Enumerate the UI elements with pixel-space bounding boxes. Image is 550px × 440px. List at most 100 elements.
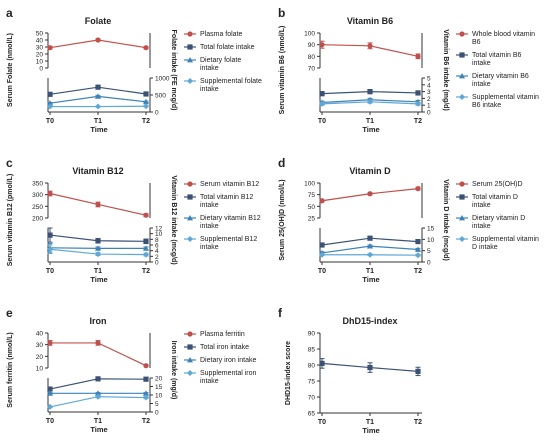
- x-tick-label: T2: [414, 419, 422, 426]
- y-tick-label: 75: [308, 192, 316, 199]
- data-point: [47, 45, 53, 51]
- data-point: [47, 390, 53, 396]
- y-tick-label: 250: [32, 204, 43, 211]
- y-tick-label: 300: [32, 192, 43, 199]
- y-tick-label-right: 1: [427, 103, 431, 110]
- panel-letter: b: [278, 6, 285, 20]
- x-tick-label: T1: [366, 419, 374, 426]
- data-point: [95, 393, 101, 400]
- data-point: [367, 98, 373, 105]
- y-axis-label-right: Vitamin B6 intake (mg/d): [442, 29, 449, 111]
- data-point: [415, 246, 421, 252]
- legend-marker: [187, 331, 193, 337]
- y-tick-label-right: 500: [155, 93, 166, 100]
- data-point: [95, 84, 101, 90]
- y-tick-label: 30: [36, 342, 44, 349]
- data-point: [367, 243, 373, 249]
- data-point: [47, 246, 53, 253]
- legend-label: Dietary vitamin B12 intake: [200, 215, 261, 230]
- x-tick-label: T1: [94, 118, 102, 125]
- x-tick-label: T1: [94, 418, 102, 425]
- x-axis-label: Time: [362, 426, 379, 435]
- data-point: [415, 368, 421, 374]
- legend-label: Supplemental vitamin B6 intake: [472, 94, 539, 109]
- x-tick-label: T2: [414, 118, 422, 125]
- y-axis-label-left: Serum vitamin B12 (pmol/L): [7, 174, 14, 267]
- x-axis-label: Time: [90, 425, 107, 434]
- data-point: [47, 386, 53, 392]
- x-tick-label: T2: [142, 268, 150, 275]
- y-tick-label-right: 3: [427, 89, 431, 96]
- y-tick-label-right: 15: [155, 384, 163, 391]
- panel-letter: c: [6, 156, 13, 170]
- y-tick-label-right: 0: [427, 110, 431, 117]
- data-point: [95, 340, 101, 346]
- y-axis-label-left: Serum ferritin (nmol/L): [7, 332, 14, 407]
- y-tick-label-right: 15: [427, 226, 435, 233]
- legend-marker: [187, 357, 193, 363]
- y-tick-label-right: 20: [155, 376, 163, 383]
- x-tick-label: T0: [46, 268, 54, 275]
- y-axis-label-left: Serum Folate (nmol/L): [7, 33, 14, 107]
- data-point: [415, 186, 421, 192]
- legend-label: Supplemental iron intake: [200, 370, 257, 385]
- y-tick-label-right: 1000: [155, 76, 170, 83]
- x-tick-label: T0: [318, 118, 326, 125]
- y-tick-label: 100: [304, 181, 315, 188]
- data-point: [319, 42, 325, 48]
- panel-letter: e: [6, 306, 13, 320]
- data-point: [143, 394, 149, 401]
- legend-label: Whole blood vitamin B6: [472, 31, 535, 46]
- legend-marker: [187, 370, 193, 376]
- y-tick-label-right: 5: [427, 248, 431, 255]
- legend-label: Dietary iron intake: [200, 357, 257, 364]
- data-point: [319, 251, 325, 258]
- y-tick-label: 100: [304, 31, 315, 38]
- data-point: [143, 245, 149, 251]
- data-point: [95, 390, 101, 396]
- y-tick-label-right: 5: [427, 76, 431, 83]
- data-point: [95, 103, 101, 110]
- y-tick-label-right: 4: [427, 82, 431, 89]
- y-axis-label-left: Serum vitamin B6 (nmol/L): [279, 26, 286, 115]
- legend-marker: [459, 236, 465, 242]
- legend-marker: [459, 31, 465, 37]
- y-tick-label: 10: [36, 366, 44, 373]
- y-tick-label-right: 12: [155, 226, 163, 233]
- data-point: [47, 340, 53, 346]
- legend-label: Plasma folate: [200, 31, 243, 38]
- y-tick-label-right: 8: [155, 237, 159, 244]
- data-point: [319, 242, 325, 248]
- legend-label: Total iron intake: [200, 344, 249, 351]
- data-point: [367, 89, 373, 95]
- x-tick-label: T2: [414, 268, 422, 275]
- y-tick-label: 50: [308, 204, 316, 211]
- y-tick-label: 75: [308, 379, 316, 386]
- data-point: [415, 252, 421, 259]
- legend-marker: [459, 181, 465, 187]
- y-axis-label: DHD15-index score: [285, 341, 292, 405]
- panel-title: Iron: [90, 316, 107, 326]
- y-tick-label: 80: [308, 363, 316, 370]
- x-tick-label: T2: [142, 418, 150, 425]
- x-tick-label: T2: [142, 118, 150, 125]
- legend-label: Dietary vitamin B6 intake: [472, 73, 529, 88]
- data-point: [143, 103, 149, 110]
- data-point: [95, 37, 101, 43]
- data-point: [367, 364, 373, 371]
- series-line: [50, 342, 147, 367]
- y-axis-label-right: Vitamin D intake (mcg/d): [442, 179, 449, 261]
- x-tick-label: T1: [94, 268, 102, 275]
- y-tick-label-right: 2: [427, 96, 431, 103]
- data-point: [367, 251, 373, 258]
- data-point: [143, 251, 149, 258]
- data-point: [143, 91, 149, 97]
- y-tick-label: 350: [32, 181, 43, 188]
- x-axis-label: Time: [362, 125, 379, 134]
- data-point: [47, 103, 53, 110]
- legend-marker: [187, 344, 193, 350]
- data-point: [47, 100, 53, 106]
- x-axis-label: Time: [90, 125, 107, 134]
